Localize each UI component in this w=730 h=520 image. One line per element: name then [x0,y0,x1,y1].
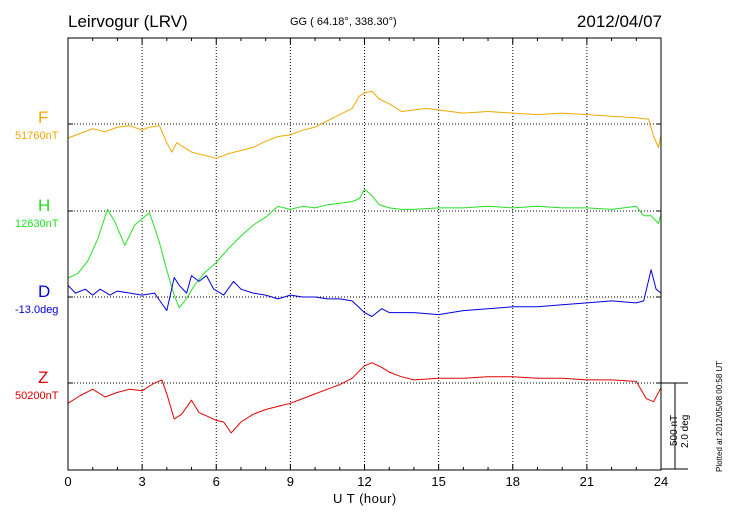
x-axis-label: U T (hour) [333,491,397,506]
channel-name-z: Z [38,368,49,387]
station-coordinates: GG ( 64.18°, 338.30°) [290,16,397,28]
station-title: Leirvogur (LRV) [68,12,188,31]
series-line-h [67,188,662,309]
grid-layer [141,38,588,470]
channel-name-f: F [38,108,49,127]
channel-name-d: D [38,282,51,301]
x-tick-label: 18 [505,474,520,489]
series-layer [67,90,662,434]
channel-baseline-z: 50200nT [15,390,59,402]
x-tick-label: 15 [431,474,446,489]
channel-name-h: H [38,196,51,215]
series-line-z [67,362,662,434]
x-tick-label: 12 [357,474,372,489]
x-tick-label: 6 [212,474,220,489]
scale-label-nt: 500 nT [669,414,680,446]
x-tick-label: 21 [579,474,595,489]
scale-label-deg: 2.0 deg [680,414,691,448]
series-line-f [67,90,662,159]
plotted-timestamp: Plotted at 2012/05/08 00:58 UT [715,360,724,472]
channel-baseline-f: 51760nT [15,130,59,142]
series-line-d [67,269,662,317]
chart-date: 2012/04/07 [576,12,662,31]
x-tick-label: 0 [64,474,72,489]
frame-layer [67,37,688,471]
x-tick-label: 9 [286,474,294,489]
channel-baseline-d: -13.0deg [15,304,59,316]
channel-baseline-h: 12630nT [15,218,59,230]
x-tick-label: 24 [653,474,669,489]
x-tick-label: 3 [138,474,146,489]
